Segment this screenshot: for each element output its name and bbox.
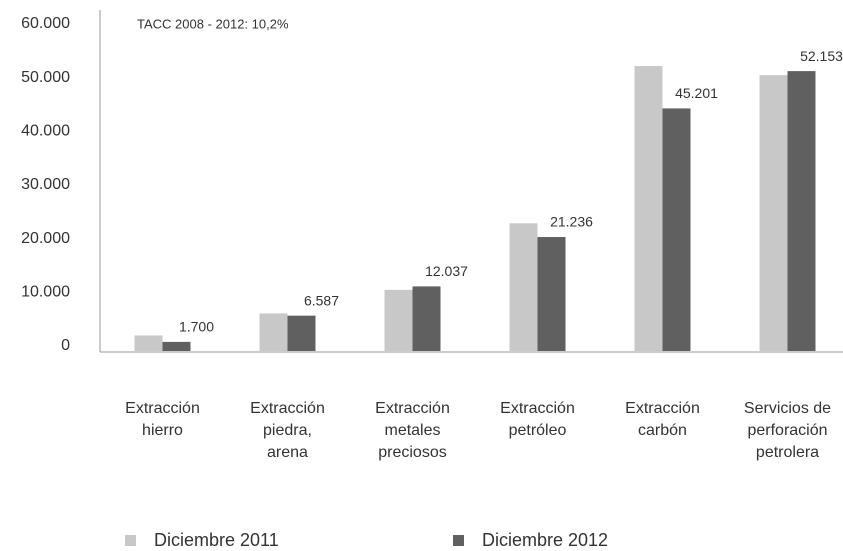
value-label: 21.236: [550, 214, 593, 230]
y-tick-label: 50.000: [21, 69, 70, 86]
x-tick-label: Extracción piedra, arena: [250, 400, 325, 461]
y-tick-label: 60.000: [21, 15, 70, 32]
legend-label: Diciembre 2011: [154, 530, 279, 550]
value-label: 12.037: [425, 263, 468, 279]
x-tick-label: Extracción petróleo: [500, 400, 575, 439]
bar: [384, 289, 413, 351]
annotation: TACC 2008 - 2012: 10,2%: [137, 16, 289, 31]
bar: [759, 75, 788, 352]
y-tick-label: 10.000: [21, 284, 70, 301]
legend-swatch: [453, 535, 464, 546]
x-tick-label: Servicios de perforación petrolera: [743, 400, 832, 461]
bar: [287, 315, 316, 351]
y-tick-label: 0: [61, 337, 70, 354]
y-tick-label: 20.000: [21, 230, 70, 247]
bar: [412, 286, 441, 351]
legend-swatch: [125, 535, 136, 546]
y-tick-label: 40.000: [21, 123, 70, 140]
value-label: 52.153: [800, 48, 843, 64]
bar: [509, 223, 538, 351]
value-label: 45.201: [675, 85, 718, 101]
y-tick-label: 30.000: [21, 176, 70, 193]
bar: [634, 66, 663, 351]
bar: [162, 341, 191, 351]
x-tick-label: Extracción hierro: [125, 400, 200, 439]
value-label: 1.700: [179, 319, 214, 335]
bar: [537, 237, 566, 351]
value-label: 6.587: [304, 292, 339, 308]
legend-label: Diciembre 2012: [482, 530, 608, 550]
bar: [259, 313, 288, 351]
bar: [662, 108, 691, 352]
x-tick-label: Extracción carbón: [625, 400, 700, 439]
x-tick-label: Extracción metales preciosos: [375, 400, 450, 461]
bar: [787, 71, 816, 351]
bar: [134, 335, 163, 351]
